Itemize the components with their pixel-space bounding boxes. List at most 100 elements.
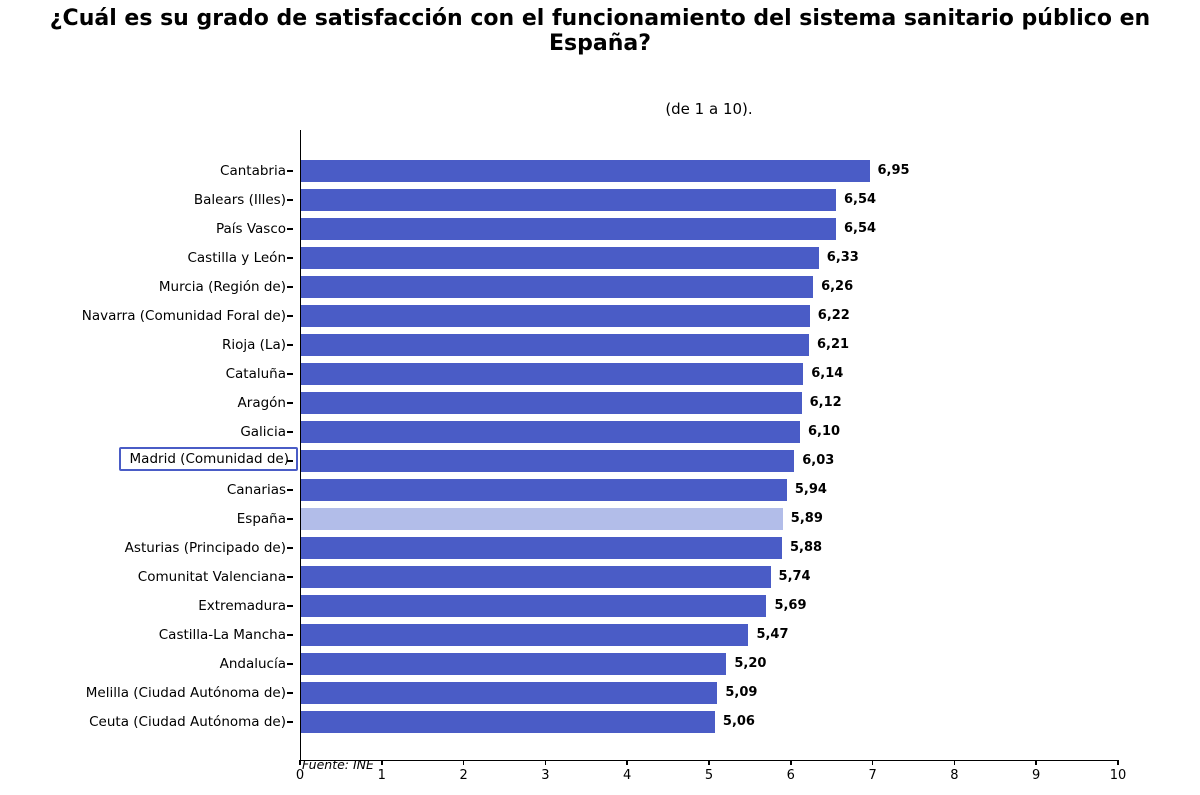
- bar-value-label: 5,06: [722, 714, 755, 729]
- category-label: Asturias (Principado de): [0, 537, 286, 559]
- bar-value-label: 6,54: [843, 192, 877, 207]
- category-label: Extremadura: [0, 595, 286, 617]
- y-tick-mark: [287, 286, 293, 288]
- y-tick-mark: [287, 460, 293, 462]
- x-tick-label: 8: [950, 768, 959, 783]
- y-tick-mark: [287, 547, 293, 549]
- y-tick-mark: [287, 663, 293, 665]
- source-label: Fuente: INE: [302, 757, 374, 772]
- bar-value-label: 5,88: [789, 540, 823, 555]
- bar: [301, 653, 727, 675]
- category-label-text: Balears (Illes): [193, 192, 286, 208]
- y-tick-mark: [287, 402, 293, 404]
- category-label-text: Asturias (Principado de): [124, 540, 286, 556]
- bar: [301, 624, 749, 646]
- bar: [301, 276, 814, 298]
- category-label-text: España: [236, 511, 286, 527]
- bar: [301, 392, 802, 414]
- bar: [301, 537, 782, 559]
- y-tick-mark: [287, 373, 293, 375]
- category-label: Melilla (Ciudad Autónoma de): [0, 682, 286, 704]
- category-label: Galicia: [0, 421, 286, 443]
- bar-value-label: 6,14: [811, 366, 844, 381]
- bar: [301, 363, 804, 385]
- category-label-text: Aragón: [237, 395, 286, 411]
- category-label: País Vasco: [0, 218, 286, 240]
- bar: [301, 479, 787, 501]
- y-tick-mark: [287, 518, 293, 520]
- category-label: Navarra (Comunidad Foral de): [0, 305, 286, 327]
- category-label: Ceuta (Ciudad Autónoma de): [0, 711, 286, 733]
- category-label-text: Cantabria: [220, 163, 286, 179]
- chart-subtitle: (de 1 a 10).: [665, 100, 753, 118]
- category-label: Castilla-La Mancha: [0, 624, 286, 646]
- x-tick-mark: [626, 760, 628, 765]
- x-tick-mark: [462, 760, 465, 765]
- bar-value-label: 6,95: [877, 163, 910, 178]
- category-label: Andalucía: [0, 653, 286, 675]
- x-tick-mark: [544, 760, 547, 765]
- x-tick-mark: [299, 760, 301, 765]
- category-label: Cantabria: [0, 160, 286, 182]
- category-label: Balears (Illes): [0, 189, 286, 211]
- bar-value-label: 6,33: [826, 250, 859, 265]
- bar-value-label: 5,09: [725, 685, 758, 700]
- x-tick-mark: [953, 760, 956, 765]
- bar-value-label: 6,22: [817, 308, 850, 323]
- bar: [301, 189, 836, 211]
- bar: [301, 508, 783, 530]
- category-label-text: Castilla-La Mancha: [158, 627, 286, 643]
- y-tick-mark: [287, 344, 293, 346]
- category-label: Aragón: [0, 392, 286, 414]
- y-tick-mark: [287, 199, 293, 201]
- category-label-text: Extremadura: [198, 598, 286, 614]
- y-tick-mark: [287, 721, 293, 723]
- x-tick-label: 2: [459, 768, 468, 783]
- chart-title: ¿Cuál es su grado de satisfacción con el…: [49, 6, 1151, 56]
- x-tick-label: 5: [704, 768, 714, 783]
- bar: [301, 218, 836, 240]
- x-tick-label: 3: [541, 768, 550, 783]
- bar-value-label: 6,03: [802, 453, 835, 468]
- x-tick-mark: [708, 760, 710, 765]
- category-label-text: País Vasco: [215, 221, 286, 237]
- category-label-text: Cataluña: [225, 366, 286, 382]
- y-tick-mark: [287, 315, 293, 317]
- y-tick-mark: [287, 576, 293, 578]
- bar: [301, 160, 870, 182]
- bar-value-label: 5,89: [790, 511, 823, 526]
- category-label-text: Melilla (Ciudad Autónoma de): [85, 685, 286, 701]
- x-tick-label: 1: [377, 768, 386, 783]
- y-tick-mark: [287, 634, 293, 636]
- plot-area: 6,95 6,54 6,54 6,33 6,26 6,22 6,21 6,14 6,12 6,10…: [300, 130, 1119, 761]
- y-tick-mark: [287, 489, 293, 491]
- x-tick-label: 9: [1032, 768, 1041, 783]
- category-label-text: Ceuta (Ciudad Autónoma de): [89, 714, 286, 730]
- bar: [301, 450, 795, 472]
- bar: [301, 247, 819, 269]
- y-tick-mark: [287, 257, 293, 259]
- x-tick-label: 6: [786, 768, 795, 783]
- x-tick-mark: [790, 760, 792, 765]
- x-tick-mark: [1117, 760, 1119, 765]
- x-tick-mark: [871, 760, 874, 765]
- bar-value-label: 6,54: [843, 221, 877, 236]
- y-tick-mark: [287, 692, 293, 694]
- y-tick-mark: [287, 431, 293, 433]
- bar-value-label: 5,94: [794, 482, 827, 497]
- bar: [301, 595, 767, 617]
- bar-value-label: 5,20: [734, 656, 767, 671]
- y-tick-mark: [287, 605, 293, 607]
- category-label-text: Navarra (Comunidad Foral de): [81, 308, 286, 324]
- category-labels: Cantabria Balears (Illes) País Vasco Castil…: [0, 130, 298, 760]
- bar: [301, 334, 809, 356]
- x-tick-label: 7: [868, 768, 877, 783]
- category-label-text: Andalucía: [219, 656, 286, 672]
- category-label-text: Galicia: [240, 424, 286, 440]
- bar: [301, 421, 800, 443]
- bar-value-label: 6,26: [821, 279, 854, 294]
- x-tick-label: 0: [295, 768, 305, 783]
- category-label: Comunitat Valenciana: [0, 566, 286, 588]
- category-label: Murcia (Región de): [0, 276, 286, 298]
- category-label-text: Castilla y León: [187, 250, 286, 266]
